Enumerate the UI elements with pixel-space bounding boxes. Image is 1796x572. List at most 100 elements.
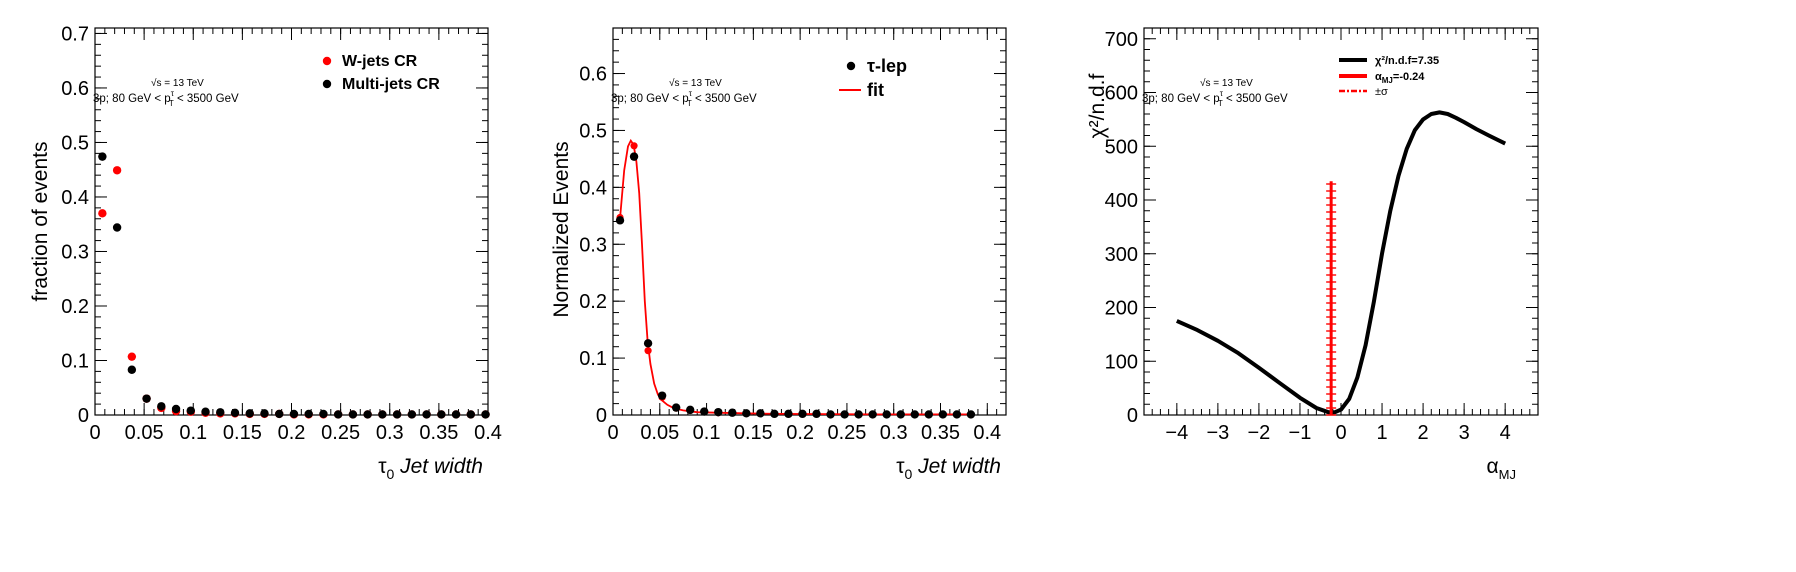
annotation-selection: 3p; 80 GeV < pτ T < 3500 GeV (1142, 89, 1288, 108)
annotation-selection: 3p; 80 GeV < pτ T < 3500 GeV (611, 89, 757, 108)
data-point (798, 409, 807, 419)
y-axis-label: χ²/n.d.f (1086, 73, 1109, 138)
y-tick-label: 600 (1105, 83, 1138, 105)
y-tick-label: 0 (596, 405, 607, 427)
legend-label-sigma: ±σ (1375, 86, 1388, 98)
chart-panel-1: 0 0.05 0.1 0.15 0.2 0.25 0.3 0.35 0.4 0 0.1 0.2 0.3 0… (29, 23, 502, 482)
legend-label-chi2: χ²/n.d.f=7.35 (1375, 55, 1439, 67)
data-point (319, 409, 328, 419)
y-tick-label: 0.1 (579, 348, 607, 370)
chart-panel-2: 0 0.05 0.1 0.15 0.2 0.25 0.3 0.35 0.4 0 0.1 0.2 0.3 0… (550, 27, 1007, 482)
fit-curve (619, 138, 974, 416)
fit-point (630, 142, 638, 150)
y-tick-label: 100 (1105, 351, 1138, 373)
y-tick-label: 0.3 (579, 234, 607, 256)
legend-label-multi-jets: Multi-jets CR (342, 76, 440, 93)
y-tick-label: 0.2 (579, 291, 607, 313)
annotation-energy: √s = 13 TeV (669, 77, 722, 89)
data-point (127, 365, 137, 374)
x-tick-label: 0.35 (921, 422, 960, 444)
x-axis-label: τ0 Jet width (378, 455, 483, 482)
x-tick-label: 0 (1335, 422, 1346, 444)
x-tick-label: 0.05 (640, 422, 679, 444)
data-point (142, 394, 151, 403)
x-axis-label: αMJ (1487, 455, 1516, 482)
x-tick-label: 0 (607, 422, 618, 444)
data-point (378, 410, 387, 419)
data-point (363, 410, 372, 419)
data-point (882, 410, 891, 419)
data-point (615, 216, 625, 225)
data-point (938, 410, 948, 419)
data-point (756, 409, 765, 418)
data-point (201, 407, 210, 416)
x-tick-label: 3 (1459, 422, 1470, 444)
data-point (742, 409, 751, 418)
x-tick-label: −1 (1289, 422, 1312, 444)
x-tick-label: 0.2 (278, 422, 306, 444)
data-point (924, 410, 934, 419)
chi2-curve (1175, 110, 1507, 415)
data-point (481, 410, 490, 419)
data-point (896, 410, 905, 419)
annotation-energy: √s = 13 TeV (151, 77, 204, 89)
x-tick-label: 0.3 (376, 422, 404, 444)
data-point (348, 410, 358, 419)
data-point (728, 408, 737, 417)
y-tick-label: 0.1 (61, 350, 89, 372)
data-point (714, 407, 723, 417)
legend-label-alpha: αMJ=-0.24 (1375, 71, 1425, 85)
x-tick-label: 0 (89, 422, 100, 444)
data-point (157, 402, 166, 411)
x-tick-label: 0.35 (419, 422, 458, 444)
annotation-selection: 3p; 80 GeV < pτ T < 3500 GeV (93, 89, 239, 108)
legend-label-fit: fit (867, 80, 884, 100)
x-tick-label: 0.2 (786, 422, 814, 444)
x-tick-label: −4 (1165, 422, 1188, 444)
data-point (952, 410, 962, 419)
data-point (171, 404, 181, 414)
x-tick-label: 0.25 (827, 422, 866, 444)
legend-marker-w-jets (322, 56, 332, 66)
data-point (910, 410, 919, 419)
y-tick-label: 0.2 (61, 296, 89, 318)
data-point (784, 409, 793, 419)
data-point (112, 166, 122, 175)
y-tick-label: 500 (1105, 136, 1138, 158)
legend-label-w-jets: W-jets CR (342, 53, 418, 70)
data-point (700, 407, 709, 416)
x-tick-label: 0.25 (321, 422, 360, 444)
data-point (966, 410, 976, 419)
data-point (333, 410, 343, 419)
data-point (685, 405, 695, 415)
data-point (812, 409, 821, 419)
y-tick-label: 0.5 (579, 120, 607, 142)
x-tick-label: 0.1 (693, 422, 721, 444)
fit-point (644, 347, 652, 355)
y-axis-label: Normalized Events (550, 141, 573, 317)
x-tick-label: 0.05 (125, 422, 164, 444)
data-point (671, 403, 681, 412)
x-tick-label: −3 (1206, 422, 1229, 444)
y-axis-label: fraction of events (29, 142, 52, 302)
data-point (127, 352, 137, 361)
x-tick-label: 0.1 (179, 422, 207, 444)
x-tick-label: 4 (1500, 422, 1511, 444)
x-tick-label: −2 (1248, 422, 1271, 444)
data-point (275, 409, 284, 419)
x-axis-label: τ0 Jet width (896, 455, 1001, 482)
data-point (770, 409, 779, 419)
x-tick-label: 0.15 (223, 422, 262, 444)
y-tick-label: 0 (1127, 405, 1138, 427)
data-point (230, 408, 240, 418)
data-point (854, 410, 863, 419)
x-tick-label: 0.4 (973, 422, 1001, 444)
x-tick-label: 2 (1418, 422, 1429, 444)
data-point (629, 152, 639, 161)
data-point (657, 391, 667, 400)
data-point (840, 410, 849, 419)
data-point (466, 410, 476, 419)
data-point (826, 410, 835, 419)
data-point (245, 409, 254, 418)
